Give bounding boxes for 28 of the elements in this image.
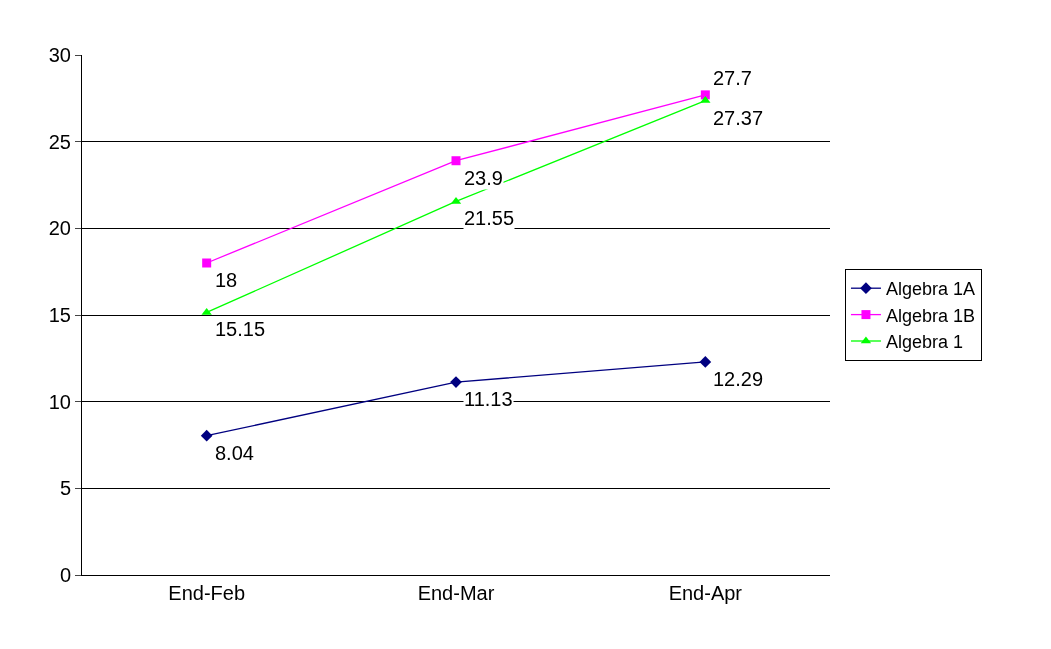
data-label: 12.29 — [713, 368, 764, 390]
x-tick-label: End-Mar — [417, 582, 495, 604]
x-tick-label: End-Apr — [668, 582, 743, 604]
point — [699, 356, 712, 368]
legend-label: Algebra 1B — [885, 305, 976, 326]
point — [451, 156, 461, 166]
data-label: 21.55 — [464, 207, 515, 229]
legend-label: Algebra 1A — [885, 279, 976, 300]
data-label: 18 — [215, 269, 238, 291]
data-label: 8.04 — [215, 442, 254, 464]
y-tick-label: 25 — [48, 130, 71, 153]
y-tick-label: 15 — [48, 304, 71, 326]
data-label: 15.15 — [215, 318, 266, 340]
data-label: 23.9 — [464, 167, 503, 189]
point — [202, 258, 212, 268]
y-tick-label: 10 — [48, 390, 71, 413]
y-tick-label: 20 — [48, 217, 71, 240]
y-tick-label: 5 — [59, 477, 71, 500]
x-tick-label: End-Feb — [168, 582, 246, 604]
point — [700, 90, 710, 100]
y-tick-label: 30 — [48, 44, 71, 66]
legend-label: Algebra 1 — [885, 332, 964, 353]
point — [200, 429, 213, 442]
data-label: 27.37 — [713, 107, 764, 129]
data-label: 27.7 — [713, 67, 752, 89]
y-tick-label: 0 — [59, 564, 71, 586]
point — [201, 307, 212, 315]
data-label: 11.13 — [464, 388, 513, 410]
